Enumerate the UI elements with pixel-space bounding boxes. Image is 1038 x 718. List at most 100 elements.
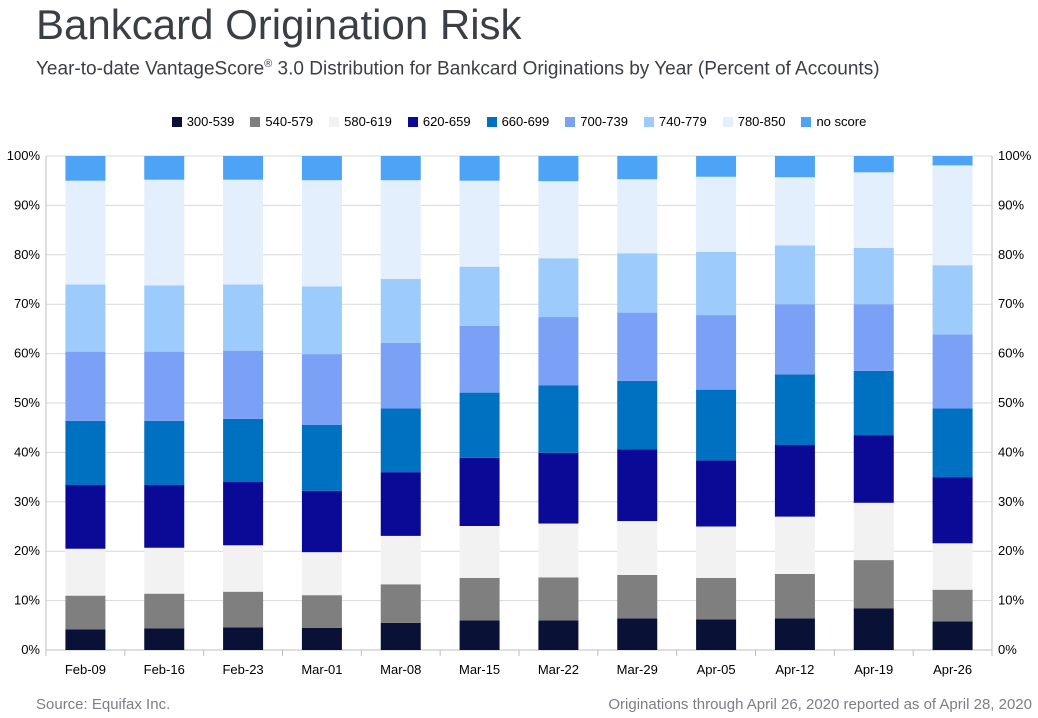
legend-swatch: [486, 116, 497, 127]
bar-segment: [65, 180, 106, 285]
bar-segment: [696, 460, 737, 527]
bar-segment: [380, 622, 421, 650]
bar-segment: [538, 620, 579, 650]
bar-segment: [380, 535, 421, 585]
bar-segment: [65, 548, 106, 596]
subtitle-rest: 3.0 Distribution for Bankcard Originatio…: [272, 58, 880, 80]
bar-segment: [380, 156, 421, 181]
bar-segment: [223, 482, 264, 546]
legend-swatch: [407, 116, 418, 127]
bar-segment: [774, 618, 815, 650]
bar-segment: [301, 490, 342, 553]
bar-segment: [932, 265, 973, 335]
bar-segment: [617, 449, 658, 522]
bar-segment: [853, 560, 894, 609]
bar-segment: [144, 285, 185, 352]
bar-segment: [65, 595, 106, 630]
bar-segment: [617, 574, 658, 619]
bar-segment: [223, 179, 264, 285]
bar-segment: [538, 452, 579, 524]
legend-label: 660-699: [501, 114, 550, 129]
bar-segment: [538, 577, 579, 621]
y-tick-label-left: 100%: [7, 148, 41, 163]
x-tick-label: Mar-22: [538, 662, 579, 677]
bar-segment: [696, 176, 737, 252]
bar-segment: [538, 258, 579, 318]
bar-segment: [696, 156, 737, 177]
bar-segment: [459, 577, 500, 621]
bar-segment: [380, 472, 421, 536]
bar-segment: [617, 380, 658, 450]
legend-label: 780-850: [737, 114, 786, 129]
legend-swatch: [171, 116, 182, 127]
legend-item: no score: [801, 114, 866, 129]
bar-segment: [853, 304, 894, 371]
bar-segment: [223, 591, 264, 628]
y-tick-label-right: 30%: [998, 494, 1024, 509]
bar-segment: [774, 245, 815, 305]
y-tick-label-left: 40%: [14, 444, 40, 459]
y-tick-label-right: 60%: [998, 346, 1024, 361]
x-tick-label: Feb-23: [222, 662, 263, 677]
bar-segment: [144, 593, 185, 629]
legend-item: 740-779: [644, 114, 707, 129]
x-tick-label: Mar-08: [380, 662, 421, 677]
legend-item: 300-539: [171, 114, 234, 129]
bar-segment: [459, 180, 500, 267]
legend-label: 540-579: [265, 114, 314, 129]
bar-segment: [538, 385, 579, 453]
bar-segment: [853, 435, 894, 503]
bar-segment: [223, 156, 264, 180]
bar-segment: [774, 177, 815, 246]
bar-segment: [696, 315, 737, 390]
y-tick-label-right: 80%: [998, 247, 1024, 262]
bar-segment: [65, 284, 106, 352]
y-tick-label-right: 70%: [998, 296, 1024, 311]
bar-segment: [459, 457, 500, 527]
y-tick-label-right: 50%: [998, 395, 1024, 410]
bar-segment: [617, 179, 658, 254]
bar-segment: [932, 156, 973, 166]
bar-segment: [144, 547, 185, 594]
x-tick-label: Mar-29: [617, 662, 658, 677]
bar-segment: [223, 284, 264, 351]
bar-segment: [459, 526, 500, 578]
bar-segment: [380, 584, 421, 623]
legend-label: 620-659: [422, 114, 471, 129]
bar-segment: [538, 317, 579, 386]
legend-label: 700-739: [580, 114, 628, 129]
legend-item: 660-699: [486, 114, 550, 129]
bar-segment: [301, 627, 342, 650]
y-tick-label-right: 0%: [998, 642, 1017, 657]
y-tick-label-left: 10%: [14, 593, 40, 608]
bar-segment: [774, 374, 815, 445]
bar-segment: [301, 552, 342, 596]
bar-segment: [459, 266, 500, 326]
page-subtitle: Year-to-date VantageScore® 3.0 Distribut…: [36, 52, 880, 81]
bar-segment: [301, 286, 342, 355]
bar-segment: [144, 179, 185, 286]
x-tick-label: Mar-01: [301, 662, 342, 677]
bar-segment: [65, 485, 106, 549]
y-tick-label-left: 80%: [14, 247, 40, 262]
bar-segment: [774, 304, 815, 375]
bar-segment: [932, 621, 973, 650]
x-tick-label: Mar-15: [459, 662, 500, 677]
bar-segment: [459, 156, 500, 181]
bar-segment: [774, 156, 815, 178]
x-tick-label: Feb-09: [65, 662, 106, 677]
bar-segment: [932, 165, 973, 266]
bar-segment: [301, 156, 342, 181]
bar-segment: [65, 629, 106, 650]
legend-item: 700-739: [565, 114, 628, 129]
bar-segment: [223, 418, 264, 483]
bar-segment: [144, 156, 185, 180]
bar-segment: [696, 389, 737, 461]
x-tick-label: Apr-05: [697, 662, 736, 677]
bar-segment: [538, 181, 579, 259]
bar-segment: [932, 543, 973, 590]
bar-segment: [853, 156, 894, 173]
bar-segment: [144, 420, 185, 486]
bar-segment: [223, 627, 264, 650]
bar-segment: [223, 350, 264, 419]
